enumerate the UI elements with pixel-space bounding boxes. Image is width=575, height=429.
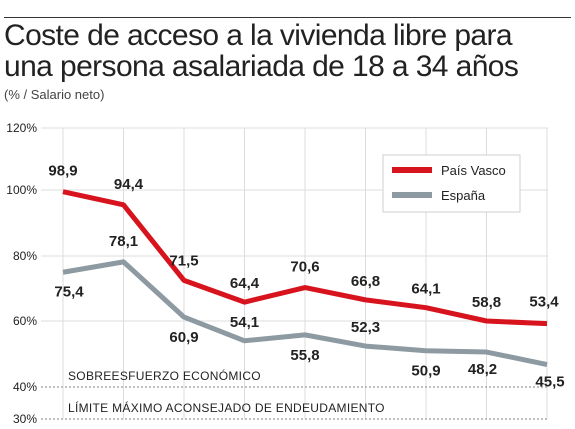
chart-title-line-1: Coste de acceso a la vivienda libre para — [4, 19, 513, 52]
data-label: 50,9 — [411, 363, 440, 380]
legend-box — [382, 154, 521, 213]
reference-line-label: SOBREESFUERZO ECONÓMICO — [68, 368, 261, 383]
data-label: 55,8 — [290, 347, 319, 364]
series-line — [62, 259, 548, 368]
series-line — [62, 189, 548, 327]
data-label: 71,5 — [169, 252, 198, 269]
grid: 120% 100% 80% 60% 40% 30% — [6, 121, 548, 426]
data-label: 98,9 — [48, 163, 77, 180]
top-rule — [4, 17, 571, 18]
data-labels: 98,9 94,4 71,5 64,4 70,6 66,8 64,1 58,8 53,4 75,4… — [48, 163, 564, 391]
chart-subtitle: (% / Salario neto) — [4, 87, 105, 102]
y-tick-label: 100% — [6, 183, 37, 197]
data-label: 58,8 — [472, 294, 501, 311]
reference-lines: SOBREESFUERZO ECONÓMICO LÍMITE MÁXIMO ACO… — [41, 368, 548, 420]
y-tick-label: 80% — [13, 249, 37, 263]
data-label: 70,6 — [290, 259, 319, 276]
y-tick-label: 40% — [13, 380, 37, 394]
data-label: 64,4 — [230, 275, 260, 292]
data-label: 64,1 — [411, 281, 440, 298]
data-label: 54,1 — [230, 314, 259, 331]
legend: País Vasco España — [382, 154, 521, 213]
legend-label: España — [441, 188, 486, 203]
y-tick-label: 30% — [13, 412, 37, 426]
series-lines — [62, 189, 548, 368]
chart-title: Coste de acceso a la vivienda libre para… — [4, 19, 519, 83]
y-tick-label: 60% — [13, 314, 37, 328]
data-label: 52,3 — [351, 319, 380, 336]
chart-title-line-2: una persona asalariada de 18 a 34 años — [4, 50, 519, 83]
data-label: 75,4 — [54, 283, 84, 300]
data-label: 53,4 — [529, 294, 559, 311]
legend-label: País Vasco — [441, 163, 506, 178]
data-label: 45,5 — [535, 374, 564, 391]
data-label: 66,8 — [351, 273, 380, 290]
data-label: 60,9 — [169, 329, 198, 346]
reference-line-label: LÍMITE MÁXIMO ACONSEJADO DE ENDEUDAMIENT… — [68, 400, 385, 415]
data-label: 48,2 — [468, 361, 497, 378]
data-label: 94,4 — [114, 176, 144, 193]
data-label: 78,1 — [109, 233, 138, 250]
y-tick-label: 120% — [6, 121, 37, 135]
